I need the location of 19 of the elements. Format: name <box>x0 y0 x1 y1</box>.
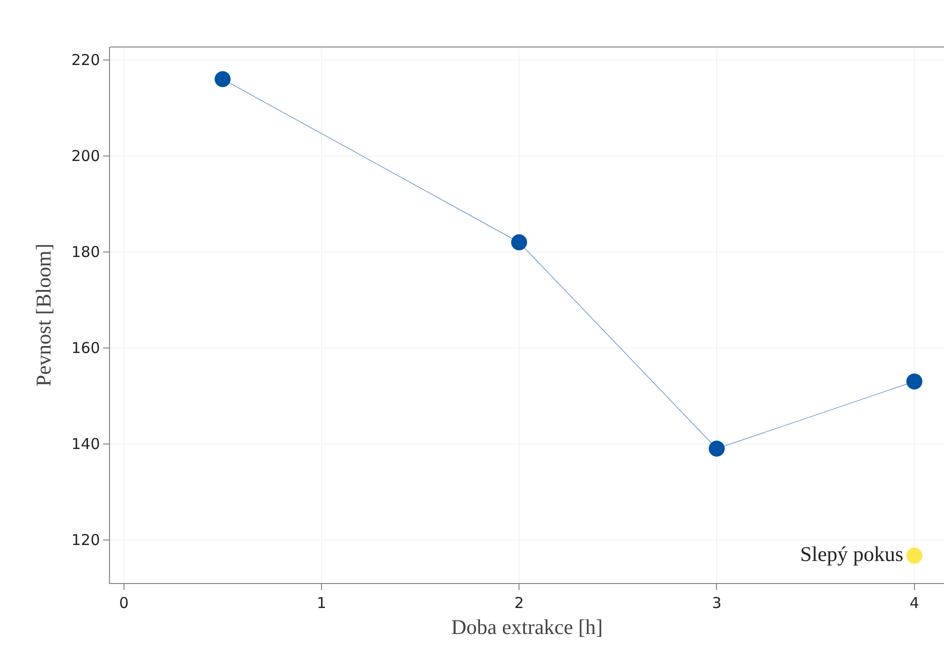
x-tick-label: 1 <box>316 594 326 612</box>
point <box>511 234 528 250</box>
x-tick-label: 0 <box>119 594 129 612</box>
x-axis-title: Doba extrakce [h] <box>451 615 603 640</box>
x-tick-label: 3 <box>712 594 722 612</box>
point <box>906 373 922 390</box>
point <box>708 440 725 457</box>
x-tick-label: 2 <box>514 594 524 612</box>
y-tick-label: 200 <box>71 147 100 166</box>
y-tick-label: 140 <box>71 435 100 454</box>
y-tick-label: 120 <box>71 531 100 550</box>
point <box>214 71 231 88</box>
series-label: Slepý pokus <box>800 542 904 566</box>
y-axis-title: Pevnost [Bloom] <box>32 244 56 386</box>
x-tick-label: 4 <box>910 594 920 612</box>
y-tick-label: 160 <box>71 339 100 358</box>
y-tick-label: 220 <box>71 51 100 70</box>
point <box>906 548 922 564</box>
y-tick-label: 180 <box>71 243 100 262</box>
